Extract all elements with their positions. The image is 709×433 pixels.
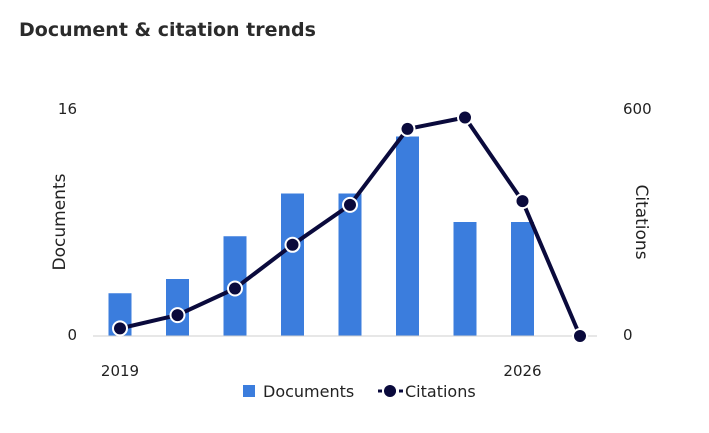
documents-bar-2023 bbox=[338, 193, 362, 336]
x-tick-label-last: 2026 bbox=[503, 362, 541, 380]
y-right-tick-min: 0 bbox=[623, 326, 633, 344]
citations-line-group bbox=[112, 109, 588, 344]
citations-point-2027 bbox=[572, 328, 588, 344]
citations-point-2019 bbox=[112, 320, 128, 337]
citations-point-2023 bbox=[342, 196, 358, 213]
bar-group bbox=[108, 136, 534, 336]
citations-point-2020 bbox=[169, 307, 186, 324]
y-left-axis-title: Documents bbox=[50, 173, 70, 270]
legend-documents-swatch bbox=[243, 385, 255, 397]
citations-point-2021 bbox=[227, 280, 243, 297]
y-left-tick-min: 0 bbox=[67, 326, 77, 344]
legend-citations-label: Citations bbox=[405, 382, 476, 401]
documents-bar-2024 bbox=[396, 136, 419, 336]
legend-documents-label: Documents bbox=[263, 382, 354, 401]
documents-bar-2026 bbox=[511, 222, 534, 336]
legend: Documents Citations bbox=[243, 382, 476, 401]
citations-point-2025 bbox=[457, 109, 473, 126]
documents-bar-2025 bbox=[453, 222, 477, 336]
citations-point-2022 bbox=[284, 236, 301, 253]
chart-title: Document & citation trends bbox=[19, 19, 316, 41]
y-right-axis-title: Citations bbox=[631, 184, 651, 259]
legend-citations-marker bbox=[384, 385, 396, 397]
citations-point-2024 bbox=[399, 120, 416, 137]
documents-bar-2022 bbox=[281, 193, 304, 336]
y-right-tick-max: 600 bbox=[623, 100, 652, 118]
x-tick-label-first: 2019 bbox=[101, 362, 139, 380]
citations-point-2026 bbox=[514, 193, 531, 210]
y-left-tick-max: 16 bbox=[58, 100, 77, 118]
